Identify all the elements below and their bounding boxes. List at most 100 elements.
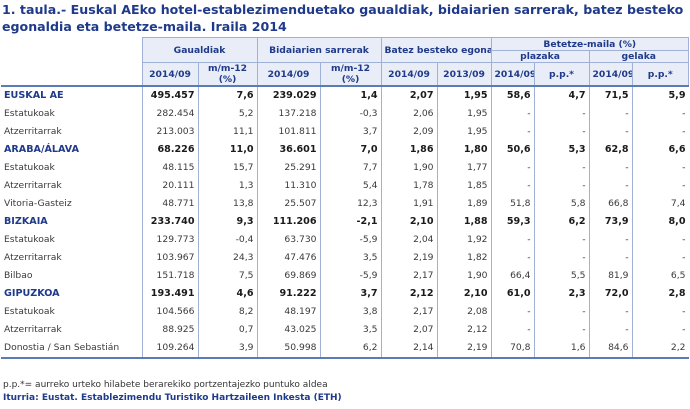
table-cell: -	[588, 105, 633, 123]
row-label: ARABA/ÁLAVA	[4, 144, 79, 155]
table-cell: -	[588, 123, 633, 141]
table-cell: 2,06	[380, 105, 438, 123]
table-cell: 3,7	[319, 285, 382, 303]
table-cell: -	[631, 177, 689, 195]
table-cell: 6,2	[533, 213, 590, 231]
table-cell: 7,5	[197, 267, 258, 285]
table-cell: 25.291	[256, 159, 321, 177]
table-cell: 3,5	[319, 321, 382, 339]
table-cell: 213.003	[141, 123, 198, 141]
table-cell: 71,5	[588, 85, 633, 105]
table-cell: 68.226	[141, 141, 198, 159]
table-cell: 2,10	[380, 213, 438, 231]
table-cell: 1,95	[436, 85, 492, 105]
table-cell: -	[588, 177, 633, 195]
table-cell: 151.718	[141, 267, 198, 285]
header-gaualdiak: Gaualdiak	[141, 37, 258, 63]
table-row-region: ARABA/ÁLAVA 68.226 11,0 36.601 7,0 1,86 1,80 50…	[1, 141, 689, 159]
table-cell: 101.811	[256, 123, 321, 141]
table-cell: 1,91	[380, 195, 438, 213]
table-cell: -5,9	[319, 231, 382, 249]
table-cell: 7,0	[319, 141, 382, 159]
row-label: Vitoria-Gasteiz	[4, 198, 72, 209]
table-cell: 73,9	[588, 213, 633, 231]
table-cell: 2,12	[436, 321, 492, 339]
table-cell: -	[490, 105, 535, 123]
header-2014: 2014/09	[588, 62, 633, 87]
table-cell: -	[588, 159, 633, 177]
table-cell: 72,0	[588, 285, 633, 303]
table-row: Vitoria-Gasteiz 48.771 13,8 25.507 12,3 1,91 1…	[1, 195, 689, 213]
table-cell: 103.967	[141, 249, 198, 267]
row-label: Estatukoak	[4, 306, 55, 317]
table-row-region: EUSKAL AE 495.457 7,6 239.029 1,4 2,07 1,95 58,…	[1, 85, 689, 105]
row-label: Estatukoak	[4, 108, 55, 119]
table-cell: -	[631, 159, 689, 177]
table-row: Bilbao 151.718 7,5 69.869 -5,9 2,17 1,90 66,4 5,…	[1, 267, 689, 285]
table-cell: 109.264	[141, 339, 198, 359]
table-cell: 48.771	[141, 195, 198, 213]
row-label: GIPUZKOA	[4, 288, 60, 299]
row-label: Estatukoak	[4, 234, 55, 245]
table-cell: -	[588, 321, 633, 339]
table-cell: 69.869	[256, 267, 321, 285]
table-cell: 239.029	[256, 85, 321, 105]
table-cell: 1,82	[436, 249, 492, 267]
table-row: Atzerritarrak 103.967 24,3 47.476 3,5 2,19 1,8…	[1, 249, 689, 267]
table-row: Atzerritarrak 88.925 0,7 43.025 3,5 2,07 2,12-…	[1, 321, 689, 339]
table-cell: -	[533, 177, 590, 195]
table-cell: 47.476	[256, 249, 321, 267]
table-cell: 129.773	[141, 231, 198, 249]
table-cell: -	[533, 105, 590, 123]
row-label: EUSKAL AE	[1, 85, 142, 105]
table-cell: 50,6	[490, 141, 535, 159]
table-cell: 2,07	[380, 321, 438, 339]
table-cell: 1,4	[319, 85, 382, 105]
table-cell: 111.206	[256, 213, 321, 231]
table-cell: 13,8	[197, 195, 258, 213]
row-label: Donostia / San Sebastián	[1, 339, 142, 359]
table-cell: 0,7	[197, 321, 258, 339]
table-cell: 25.507	[256, 195, 321, 213]
table-cell: 7,6	[197, 85, 258, 105]
table-cell: 1,6	[533, 339, 590, 359]
table-cell: 282.454	[141, 105, 198, 123]
table-cell: -	[533, 321, 590, 339]
table-cell: -	[490, 177, 535, 195]
table-cell: 495.457	[141, 85, 198, 105]
header-2014: 2014/09	[256, 62, 321, 87]
table-cell: 62,8	[588, 141, 633, 159]
table-cell: -	[533, 249, 590, 267]
table-cell: 1,80	[436, 141, 492, 159]
table-cell: 2,04	[380, 231, 438, 249]
table-cell: 3,8	[319, 303, 382, 321]
row-label: Atzerritarrak	[4, 252, 62, 263]
table-cell: 2,10	[436, 285, 492, 303]
table-cell: 233.740	[141, 213, 198, 231]
table-cell: 2,17	[380, 303, 438, 321]
table-cell: 2,3	[533, 285, 590, 303]
table-cell: -	[490, 303, 535, 321]
row-label: Atzerritarrak	[4, 126, 62, 137]
table-cell: 12,3	[319, 195, 382, 213]
table-cell: 1,92	[436, 231, 492, 249]
table-cell: 2,12	[380, 285, 438, 303]
table-cell: 66,4	[490, 267, 535, 285]
table-cell: 11,0	[197, 141, 258, 159]
table-cell: 58,6	[490, 85, 535, 105]
header-pp: p.p.*	[631, 62, 690, 87]
table-row: Atzerritarrak 213.003 11,1 101.811 3,7 2,09 1,…	[1, 123, 689, 141]
table-cell: 2,07	[380, 85, 438, 105]
table-cell: -0,3	[319, 105, 382, 123]
table-cell: 2,17	[380, 267, 438, 285]
table-cell: 84,6	[588, 339, 633, 359]
table-cell: 1,3	[197, 177, 258, 195]
header-2014: 2014/09	[141, 62, 199, 87]
row-label: Bilbao	[4, 270, 33, 281]
table-cell: 6,5	[631, 267, 689, 285]
table-cell: 2,08	[436, 303, 492, 321]
table-cell: -	[490, 123, 535, 141]
table-cell: 6,6	[631, 141, 689, 159]
table-cell: 2,14	[380, 339, 438, 359]
table-cell: 2,8	[631, 285, 689, 303]
